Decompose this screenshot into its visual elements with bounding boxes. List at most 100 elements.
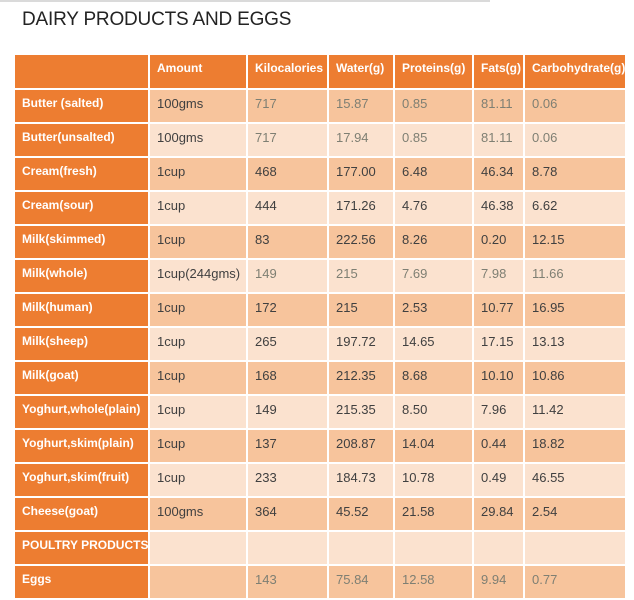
row-label-cell: Cheese(goat) (13, 496, 150, 532)
header-cell-kilocalories: Kilocalories (246, 53, 329, 90)
value-cell: 7.98 (472, 258, 525, 294)
value-cell (327, 530, 395, 566)
value-cell: 83 (246, 224, 329, 260)
amount-cell: 1cup (148, 156, 248, 192)
section-row: POULTRY PRODUCTS (13, 530, 627, 566)
table-body: Butter (salted) 100gms 717 15.87 0.85 81.11 0.… (13, 88, 627, 600)
top-divider (0, 0, 490, 2)
value-cell: 215.35 (327, 394, 395, 430)
amount-cell: 1cup (148, 360, 248, 396)
amount-cell (148, 564, 248, 600)
value-cell (246, 530, 329, 566)
table-row: Milk(human) 1cup 172 215 2.53 10.77 16.95 (13, 292, 627, 328)
value-cell: 208.87 (327, 428, 395, 464)
value-cell: 0.49 (472, 462, 525, 498)
value-cell: 197.72 (327, 326, 395, 362)
value-cell: 8.26 (393, 224, 474, 260)
page-title: DAIRY PRODUCTS AND EGGS (22, 9, 292, 30)
header-cell-blank (13, 53, 150, 90)
table-row: Butter(unsalted) 100gms 717 17.94 0.85 81.11 0… (13, 122, 627, 158)
value-cell: 8.78 (523, 156, 627, 192)
amount-cell (148, 530, 248, 566)
value-cell (393, 530, 474, 566)
value-cell: 364 (246, 496, 329, 532)
section-header-cell: POULTRY PRODUCTS (13, 530, 150, 566)
value-cell: 137 (246, 428, 329, 464)
value-cell: 8.68 (393, 360, 474, 396)
value-cell: 2.54 (523, 496, 627, 532)
value-cell: 17.15 (472, 326, 525, 362)
value-cell: 0.77 (523, 564, 627, 600)
value-cell: 0.85 (393, 122, 474, 158)
header-cell-amount: Amount (148, 53, 248, 90)
row-label-cell: Cream(fresh) (13, 156, 150, 192)
table-row: Milk(sheep) 1cup 265 197.72 14.65 17.15 13.13 (13, 326, 627, 362)
value-cell: 468 (246, 156, 329, 192)
value-cell: 11.42 (523, 394, 627, 430)
value-cell: 81.11 (472, 88, 525, 124)
value-cell: 0.44 (472, 428, 525, 464)
table-row: Milk(whole) 1cup(244gms) 149 215 7.69 7.98 11.… (13, 258, 627, 294)
value-cell: 168 (246, 360, 329, 396)
row-label-cell: Yoghurt,skim(fruit) (13, 462, 150, 498)
row-label-cell: Eggs (13, 564, 150, 600)
value-cell: 14.04 (393, 428, 474, 464)
row-label-cell: Butter(unsalted) (13, 122, 150, 158)
value-cell: 13.13 (523, 326, 627, 362)
value-cell: 75.84 (327, 564, 395, 600)
row-label-cell: Milk(whole) (13, 258, 150, 294)
value-cell: 21.58 (393, 496, 474, 532)
value-cell: 0.85 (393, 88, 474, 124)
amount-cell: 1cup (148, 428, 248, 464)
value-cell: 717 (246, 122, 329, 158)
value-cell: 9.94 (472, 564, 525, 600)
table-row: Eggs 143 75.84 12.58 9.94 0.77 (13, 564, 627, 600)
row-label-cell: Milk(skimmed) (13, 224, 150, 260)
value-cell: 10.10 (472, 360, 525, 396)
value-cell: 6.48 (393, 156, 474, 192)
row-label-cell: Milk(sheep) (13, 326, 150, 362)
value-cell: 184.73 (327, 462, 395, 498)
value-cell: 2.53 (393, 292, 474, 328)
value-cell: 46.34 (472, 156, 525, 192)
value-cell: 0.06 (523, 122, 627, 158)
value-cell: 215 (327, 292, 395, 328)
value-cell: 6.62 (523, 190, 627, 226)
amount-cell: 1cup (148, 190, 248, 226)
amount-cell: 1cup (148, 326, 248, 362)
value-cell: 46.55 (523, 462, 627, 498)
amount-cell: 100gms (148, 88, 248, 124)
table-row: Yoghurt,skim(plain) 1cup 137 208.87 14.04 0.4… (13, 428, 627, 464)
value-cell: 149 (246, 394, 329, 430)
amount-cell: 100gms (148, 496, 248, 532)
row-label-cell: Milk(human) (13, 292, 150, 328)
amount-cell: 100gms (148, 122, 248, 158)
value-cell: 14.65 (393, 326, 474, 362)
amount-cell: 1cup (148, 224, 248, 260)
amount-cell: 1cup (148, 394, 248, 430)
amount-cell: 1cup (148, 462, 248, 498)
amount-cell: 1cup (148, 292, 248, 328)
value-cell: 0.20 (472, 224, 525, 260)
row-label-cell: Milk(goat) (13, 360, 150, 396)
value-cell: 265 (246, 326, 329, 362)
value-cell: 444 (246, 190, 329, 226)
value-cell: 143 (246, 564, 329, 600)
table-row: Butter (salted) 100gms 717 15.87 0.85 81.11 0.… (13, 88, 627, 124)
value-cell: 10.78 (393, 462, 474, 498)
value-cell: 0.06 (523, 88, 627, 124)
value-cell: 8.50 (393, 394, 474, 430)
value-cell: 18.82 (523, 428, 627, 464)
value-cell (523, 530, 627, 566)
value-cell: 222.56 (327, 224, 395, 260)
table-row: Cream(fresh) 1cup 468 177.00 6.48 46.34 8.78 (13, 156, 627, 192)
value-cell: 233 (246, 462, 329, 498)
value-cell: 16.95 (523, 292, 627, 328)
value-cell: 717 (246, 88, 329, 124)
row-label-cell: Butter (salted) (13, 88, 150, 124)
value-cell: 46.38 (472, 190, 525, 226)
header-cell-proteins: Proteins(g) (393, 53, 474, 90)
table-row: Yoghurt,skim(fruit) 1cup 233 184.73 10.78 0.4… (13, 462, 627, 498)
value-cell: 171.26 (327, 190, 395, 226)
